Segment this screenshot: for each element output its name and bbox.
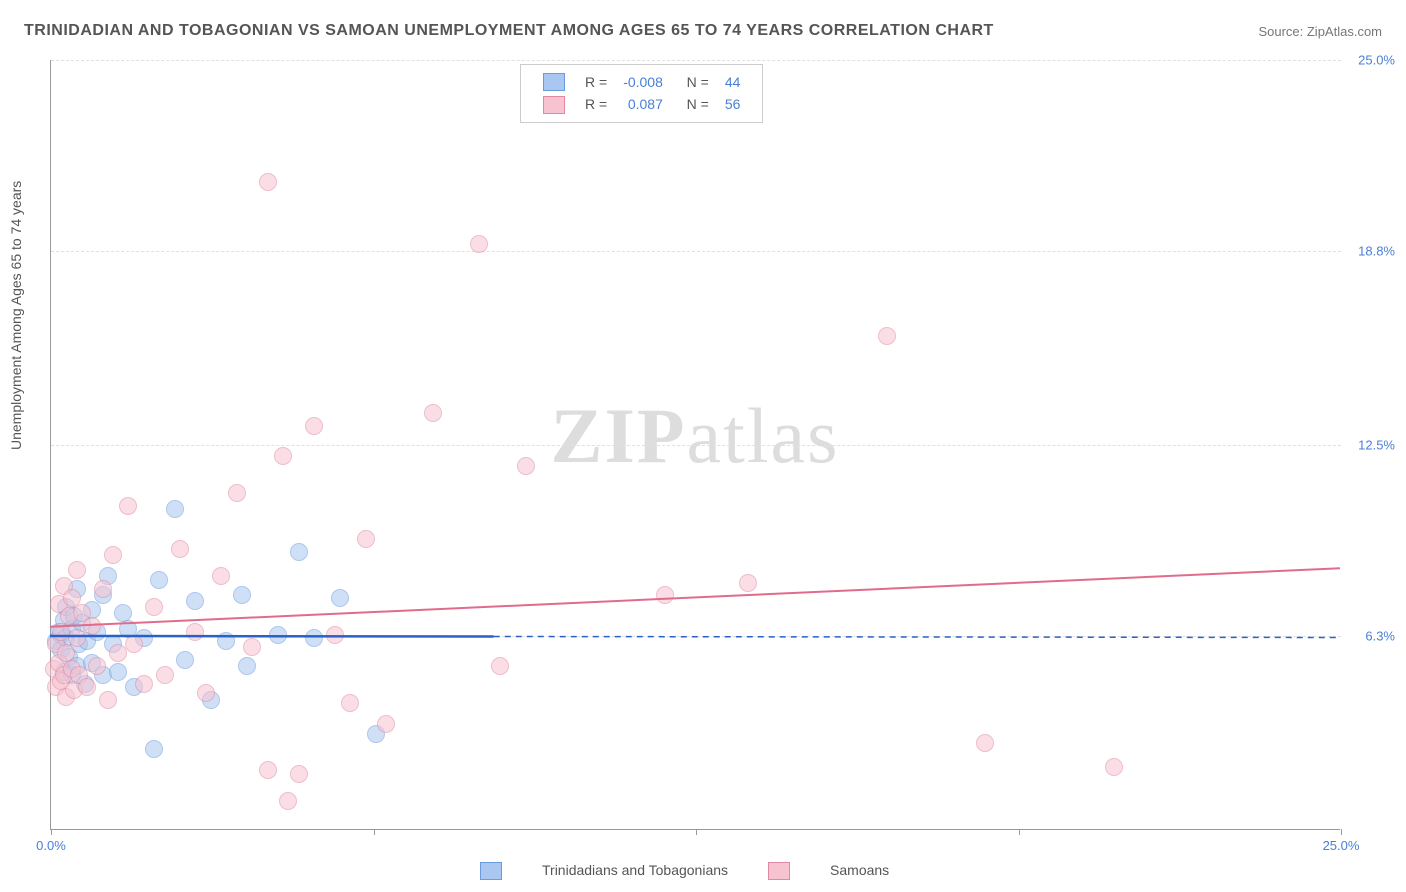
- scatter-point: [197, 684, 215, 702]
- scatter-plot: 6.3%12.5%18.8%25.0%0.0%25.0%: [50, 60, 1340, 830]
- source-attribution: Source: ZipAtlas.com: [1258, 24, 1382, 39]
- scatter-point: [228, 484, 246, 502]
- scatter-point: [326, 626, 344, 644]
- chart-title: TRINIDADIAN AND TOBAGONIAN VS SAMOAN UNE…: [24, 22, 994, 40]
- scatter-point: [156, 666, 174, 684]
- scatter-point: [305, 629, 323, 647]
- scatter-point: [166, 500, 184, 518]
- scatter-point: [145, 740, 163, 758]
- x-tick: [696, 829, 697, 835]
- scatter-point: [305, 417, 323, 435]
- scatter-point: [135, 675, 153, 693]
- scatter-point: [94, 580, 112, 598]
- scatter-point: [68, 561, 86, 579]
- scatter-point: [377, 715, 395, 733]
- scatter-point: [878, 327, 896, 345]
- scatter-point: [83, 617, 101, 635]
- scatter-point: [233, 586, 251, 604]
- stats-box: R =-0.008 N =44R =0.087 N =56: [520, 64, 763, 123]
- scatter-point: [119, 497, 137, 515]
- stats-table: R =-0.008 N =44R =0.087 N =56: [535, 71, 748, 116]
- scatter-point: [279, 792, 297, 810]
- bottom-legend: Trinidadians and Tobagonians Samoans: [480, 862, 929, 880]
- scatter-point: [176, 651, 194, 669]
- gridline: [51, 60, 1341, 61]
- scatter-point: [186, 623, 204, 641]
- scatter-point: [104, 546, 122, 564]
- scatter-point: [171, 540, 189, 558]
- scatter-point: [517, 457, 535, 475]
- scatter-point: [99, 691, 117, 709]
- y-axis-label: Unemployment Among Ages 65 to 74 years: [8, 181, 24, 450]
- legend-item: Samoans: [768, 862, 889, 878]
- scatter-point: [290, 765, 308, 783]
- scatter-point: [274, 447, 292, 465]
- scatter-point: [424, 404, 442, 422]
- scatter-point: [331, 589, 349, 607]
- x-tick: [1019, 829, 1020, 835]
- scatter-point: [491, 657, 509, 675]
- stat-row: R =0.087 N =56: [535, 93, 748, 115]
- scatter-point: [145, 598, 163, 616]
- scatter-point: [68, 629, 86, 647]
- scatter-point: [109, 663, 127, 681]
- scatter-point: [269, 626, 287, 644]
- scatter-point: [341, 694, 359, 712]
- scatter-point: [243, 638, 261, 656]
- x-tick-label: 0.0%: [36, 838, 66, 853]
- scatter-point: [88, 657, 106, 675]
- scatter-point: [976, 734, 994, 752]
- scatter-point: [186, 592, 204, 610]
- scatter-point: [212, 567, 230, 585]
- x-tick-label: 25.0%: [1323, 838, 1360, 853]
- scatter-point: [238, 657, 256, 675]
- x-tick: [51, 829, 52, 835]
- gridline: [51, 636, 1341, 637]
- y-tick-label: 25.0%: [1358, 53, 1395, 68]
- scatter-point: [739, 574, 757, 592]
- scatter-point: [259, 761, 277, 779]
- stat-row: R =-0.008 N =44: [535, 71, 748, 93]
- plot-area: ZIPatlas 6.3%12.5%18.8%25.0%0.0%25.0% R …: [50, 60, 1340, 830]
- scatter-point: [470, 235, 488, 253]
- gridline: [51, 445, 1341, 446]
- scatter-point: [78, 678, 96, 696]
- y-tick-label: 12.5%: [1358, 438, 1395, 453]
- x-tick: [374, 829, 375, 835]
- gridline: [51, 251, 1341, 252]
- scatter-point: [217, 632, 235, 650]
- x-tick: [1341, 829, 1342, 835]
- y-tick-label: 18.8%: [1358, 243, 1395, 258]
- legend-item: Trinidadians and Tobagonians: [480, 862, 728, 878]
- scatter-point: [656, 586, 674, 604]
- scatter-point: [290, 543, 308, 561]
- y-tick-label: 6.3%: [1365, 628, 1395, 643]
- scatter-point: [1105, 758, 1123, 776]
- scatter-point: [125, 635, 143, 653]
- scatter-point: [259, 173, 277, 191]
- scatter-point: [150, 571, 168, 589]
- scatter-point: [357, 530, 375, 548]
